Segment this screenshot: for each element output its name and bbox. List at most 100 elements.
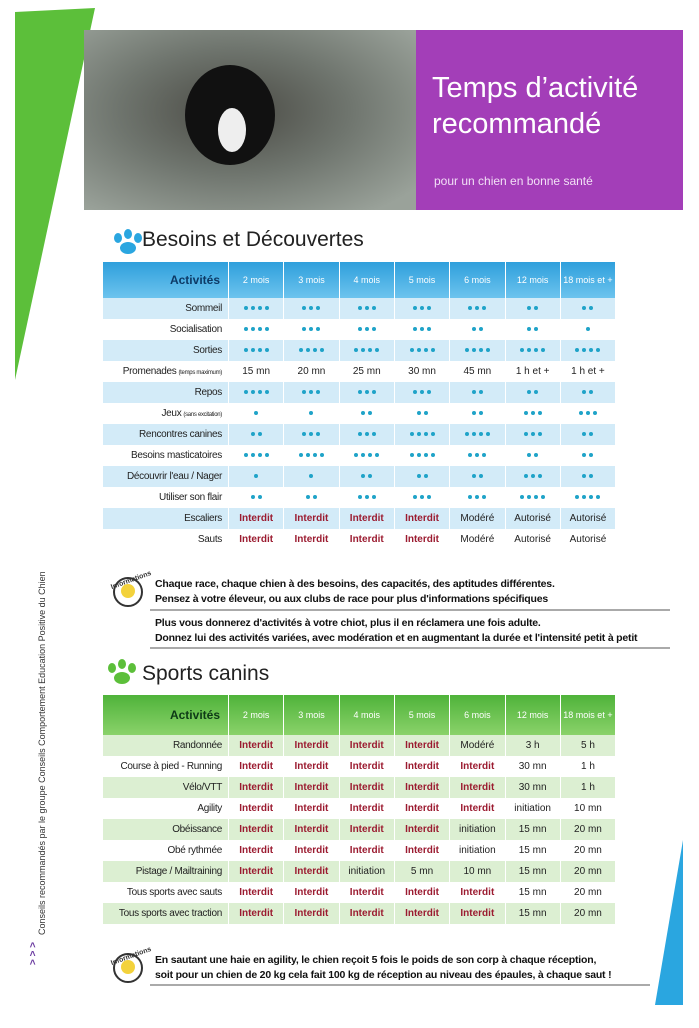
cell-text: 30 mn — [504, 756, 560, 777]
dot — [250, 432, 255, 437]
cell-text: Interdit — [283, 756, 338, 777]
cell-text: Interdit — [228, 882, 283, 903]
dot — [250, 306, 255, 311]
cell-text: Interdit — [393, 882, 449, 903]
dot-rating — [228, 445, 283, 466]
table-row: Sorties — [103, 340, 615, 361]
row-label-text: Escaliers — [184, 513, 222, 524]
dot — [302, 327, 307, 332]
row-label: Tous sports avec sauts — [103, 882, 228, 903]
dot — [309, 432, 314, 437]
dot — [537, 474, 542, 479]
dot-rating — [449, 445, 504, 466]
dot — [523, 411, 528, 416]
table: Activités 2 mois 3 mois 4 mois 5 mois 6 mois 1… — [103, 695, 615, 924]
dot — [250, 390, 255, 395]
table-row: Obéissance Interdit Interdit Interdit Interd… — [103, 819, 615, 840]
dot — [589, 432, 594, 437]
dot — [596, 495, 601, 500]
cell-text: Interdit — [338, 903, 394, 924]
dot — [316, 432, 321, 437]
cell-text: 45 mn — [449, 361, 504, 382]
cell-text: 1 h et + — [559, 361, 615, 382]
header-cell: Activités — [169, 708, 220, 722]
cell-text: initiation — [449, 840, 504, 861]
dot — [361, 474, 366, 479]
info-text: Chaque race, chaque chien à des besoins,… — [155, 577, 555, 607]
cell-text: Interdit — [338, 777, 394, 798]
row-label: Pistage / Mailtraining — [103, 861, 228, 882]
dot — [471, 411, 476, 416]
dot — [298, 453, 303, 458]
row-label: Promenades (temps maximum) — [103, 361, 228, 382]
dot — [413, 306, 418, 311]
dot — [257, 390, 262, 395]
dot-rating — [283, 466, 338, 487]
cell-text: Interdit — [338, 819, 394, 840]
dot — [589, 348, 594, 353]
dot — [375, 348, 380, 353]
header-cell: 4 mois — [338, 262, 394, 298]
cell-text: 20 mn — [559, 861, 615, 882]
dot — [364, 327, 369, 332]
cell-text: Interdit — [338, 840, 394, 861]
dot — [316, 306, 321, 311]
cell-text: 1 h et + — [504, 361, 560, 382]
dot-rating — [228, 403, 283, 424]
dot — [585, 327, 590, 332]
row-label-text: Socialisation — [169, 324, 223, 335]
dot-rating — [504, 445, 560, 466]
dot-rating — [338, 319, 394, 340]
row-label: Besoins masticatoires — [103, 445, 228, 466]
dot-rating — [283, 424, 338, 445]
cell-text: 20 mn — [559, 882, 615, 903]
row-label-text: Découvrir l'eau / Nager — [126, 471, 222, 482]
row-label: Vélo/VTT — [103, 777, 228, 798]
dot-rating — [559, 319, 615, 340]
dot — [423, 348, 428, 353]
cell-text: Interdit — [228, 861, 283, 882]
dot — [485, 348, 490, 353]
dot-rating — [338, 340, 394, 361]
side-note: Conseils recommandés par le groupe Conse… — [37, 571, 47, 935]
dot — [357, 327, 362, 332]
cell-text: Autorisé — [559, 508, 615, 529]
dot-rating — [283, 403, 338, 424]
dot — [409, 348, 414, 353]
cell-text: Interdit — [393, 735, 449, 756]
cell-text: 1 h — [559, 777, 615, 798]
dot — [530, 432, 535, 437]
dot — [368, 348, 373, 353]
info-text: En sautant une haie en agility, le chien… — [155, 953, 612, 983]
row-label-text: Utiliser son flair — [159, 492, 222, 503]
dot — [575, 495, 580, 500]
dot — [534, 348, 539, 353]
cell-text: Interdit — [283, 508, 338, 529]
dot — [589, 495, 594, 500]
cell-text: 10 mn — [449, 861, 504, 882]
dot-rating — [559, 382, 615, 403]
dot-rating — [504, 298, 560, 319]
dot — [520, 348, 525, 353]
dot — [468, 495, 473, 500]
dot — [264, 306, 269, 311]
dot — [468, 453, 473, 458]
dot-rating — [283, 445, 338, 466]
section-title: Sports canins — [142, 662, 270, 685]
dot — [354, 348, 359, 353]
dot — [478, 474, 483, 479]
dot — [257, 348, 262, 353]
dot — [298, 348, 303, 353]
dot — [371, 306, 376, 311]
cell-text: Interdit — [449, 882, 504, 903]
dot — [309, 474, 314, 479]
dot — [371, 432, 376, 437]
dot — [371, 327, 376, 332]
dot — [589, 474, 594, 479]
dot-rating — [559, 340, 615, 361]
dot — [475, 453, 480, 458]
dot-rating — [559, 445, 615, 466]
dot — [413, 390, 418, 395]
title-line: Temps d’activité — [432, 72, 639, 104]
